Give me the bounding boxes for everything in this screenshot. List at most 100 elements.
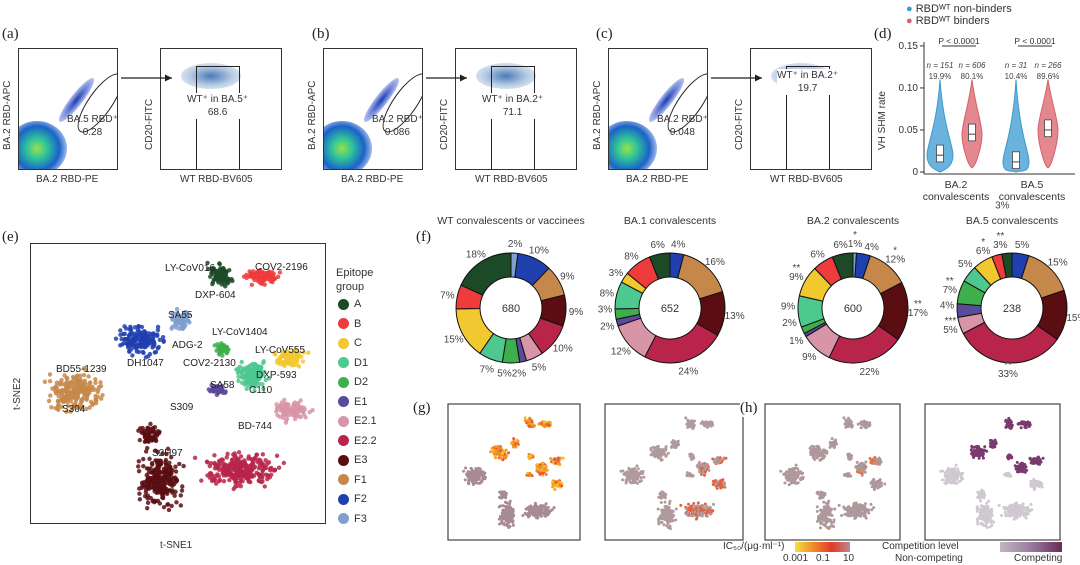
point (118, 328, 123, 333)
point (978, 511, 982, 515)
point (182, 310, 187, 315)
point (1036, 455, 1040, 459)
point (674, 507, 678, 511)
point (296, 364, 302, 369)
point (992, 442, 996, 446)
point (68, 385, 74, 390)
point (79, 399, 84, 404)
point (635, 464, 639, 468)
point (498, 453, 502, 457)
point (78, 386, 84, 392)
point (174, 322, 180, 327)
point (301, 350, 306, 355)
point (970, 444, 974, 448)
point (477, 477, 481, 481)
point (125, 344, 131, 349)
violin-non-binders (1002, 79, 1030, 173)
point (875, 459, 879, 463)
point (82, 378, 88, 384)
point (818, 496, 822, 500)
point (674, 442, 678, 446)
point (659, 500, 663, 504)
point (216, 384, 221, 390)
point (497, 444, 501, 448)
point (688, 507, 692, 511)
point (144, 506, 150, 511)
point (222, 390, 228, 396)
point (538, 463, 542, 467)
point (87, 390, 92, 396)
point (711, 457, 715, 461)
point (1032, 460, 1036, 464)
point (57, 382, 63, 387)
arrow-head-icon (165, 74, 172, 82)
point (177, 315, 182, 320)
point (539, 471, 543, 475)
point (523, 416, 527, 420)
point (180, 484, 185, 489)
n-count: n = 151 (927, 61, 954, 70)
point (985, 449, 989, 453)
x-axis-label: BA.2 RBD-PE (626, 174, 689, 185)
point (863, 502, 867, 506)
point (793, 480, 797, 484)
point (283, 353, 288, 358)
point (634, 480, 638, 484)
point (246, 371, 251, 376)
point (695, 516, 699, 520)
point (979, 499, 983, 503)
point (855, 470, 859, 474)
point (211, 266, 217, 271)
point (466, 473, 470, 477)
point (854, 516, 858, 520)
point (282, 397, 287, 403)
panel-b-label: (b) (312, 26, 330, 42)
legend-non-binders: ● RBDᵂᵀ non-binders (906, 3, 1012, 15)
point (502, 508, 506, 512)
point (714, 482, 718, 486)
group-label: convalescents (923, 191, 990, 203)
point (82, 365, 87, 371)
point (975, 509, 979, 513)
point (638, 480, 642, 484)
violin-binders (961, 79, 983, 169)
point (1039, 484, 1043, 488)
group-label: convalescents (999, 191, 1066, 203)
point (223, 269, 228, 274)
point (160, 451, 165, 456)
point (55, 398, 61, 404)
p-value: P < 0.0001 (938, 36, 979, 46)
point (642, 475, 646, 479)
point (666, 451, 670, 455)
point (785, 478, 789, 482)
point (510, 510, 514, 514)
point (815, 491, 819, 495)
point (711, 502, 715, 506)
point (241, 274, 247, 279)
point (132, 325, 138, 330)
x-axis-label: WT RBD-BV605 (770, 174, 843, 185)
point (59, 404, 64, 410)
point (475, 473, 479, 477)
point (511, 523, 515, 527)
point (272, 350, 277, 356)
point (542, 464, 546, 468)
point (821, 456, 825, 460)
point (796, 481, 800, 485)
point (660, 508, 664, 512)
point (842, 416, 846, 420)
x-axis-label: BA.2 RBD-PE (341, 174, 404, 185)
point (284, 349, 290, 354)
point (220, 345, 225, 350)
point (832, 518, 836, 522)
point (227, 477, 232, 483)
point (526, 512, 530, 516)
point (662, 523, 666, 527)
point (236, 378, 241, 384)
point (663, 500, 667, 504)
point (500, 452, 504, 456)
point (823, 519, 827, 523)
point (621, 478, 625, 482)
point (480, 471, 484, 475)
point (156, 344, 161, 350)
